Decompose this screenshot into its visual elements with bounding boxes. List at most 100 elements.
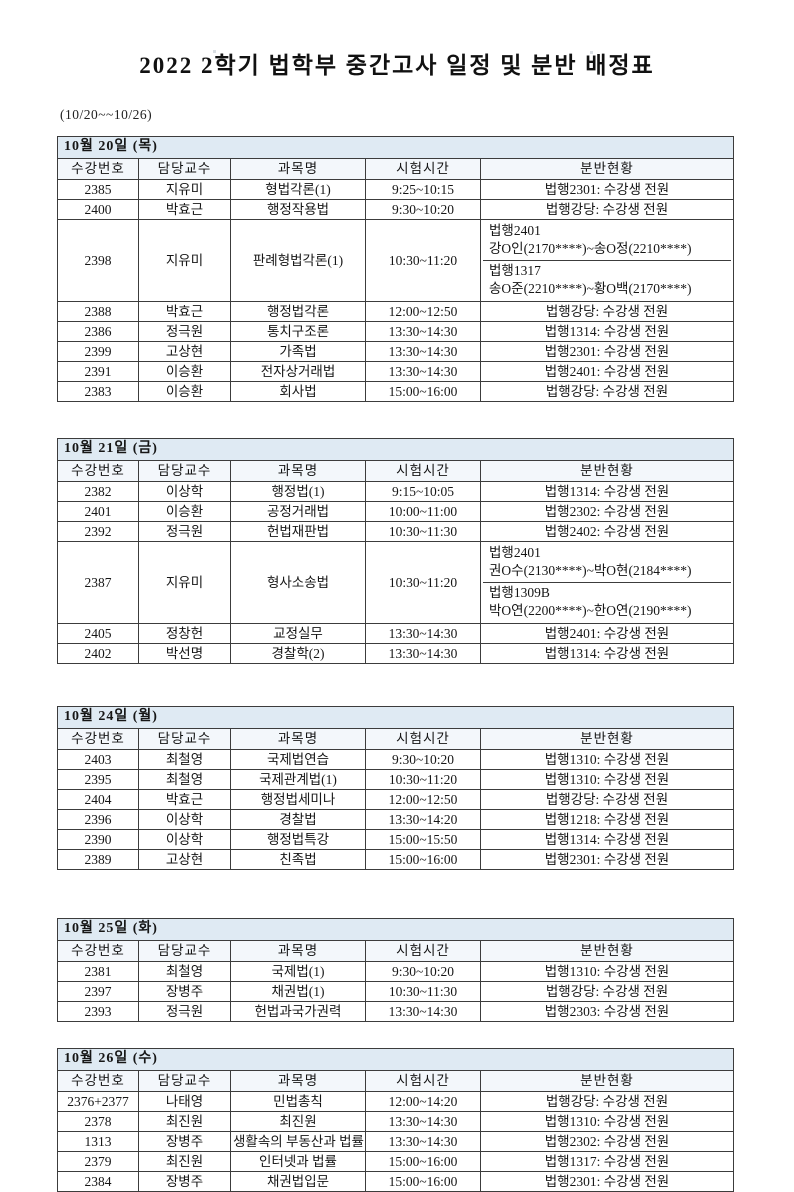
cell-assignment: 법행2302: 수강생 전원 xyxy=(480,501,734,522)
table-row: 2393 정극원 헌법과국가권력 13:30~14:30 법행2303: 수강생 전원 xyxy=(57,1001,734,1022)
table-row: 2405 정창헌 교정실무 13:30~14:30 법행2401: 수강생 전원 xyxy=(57,623,734,644)
cell-professor: 박선명 xyxy=(138,643,231,664)
schedule-tables-container: 10월 20일 (목) 수강번호 담당교수 과목명 시험시간 분반현황 2385 지유미 형법각… xyxy=(57,136,735,1192)
cell-course-code: 2376+2377 xyxy=(57,1091,139,1112)
table-header-row: 수강번호 담당교수 과목명 시험시간 분반현황 xyxy=(57,158,734,180)
table-row: 2389 고상현 친족법 15:00~16:00 법행2301: 수강생 전원 xyxy=(57,849,734,870)
table-row: 2396 이상학 경찰법 13:30~14:20 법행1218: 수강생 전원 xyxy=(57,809,734,830)
column-header: 시험시간 xyxy=(365,728,481,750)
assignment-subcell: 법행1317 송O준(2210****)~황O백(2170****) xyxy=(483,260,731,300)
cell-assignment: 법행1310: 수강생 전원 xyxy=(480,961,734,982)
cell-exam-time: 13:30~14:30 xyxy=(365,643,481,664)
table-row: 2397 장병주 채권법(1) 10:30~11:30 법행강당: 수강생 전원 xyxy=(57,981,734,1002)
table-row: 2386 정극원 통치구조론 13:30~14:30 법행1314: 수강생 전원 xyxy=(57,321,734,342)
column-header: 수강번호 xyxy=(57,728,139,750)
table-row: 2403 최철영 국제법연습 9:30~10:20 법행1310: 수강생 전원 xyxy=(57,749,734,770)
cell-subject: 국제법연습 xyxy=(230,749,366,770)
cell-exam-time: 10:30~11:30 xyxy=(365,521,481,542)
cell-course-code: 2402 xyxy=(57,643,139,664)
cell-exam-time: 9:25~10:15 xyxy=(365,179,481,200)
cell-assignment: 법행1314: 수강생 전원 xyxy=(480,643,734,664)
cell-course-code: 2401 xyxy=(57,501,139,522)
table-row: 2382 이상학 행정법(1) 9:15~10:05 법행1314: 수강생 전원 xyxy=(57,481,734,502)
table-date-row: 10월 24일 (월) xyxy=(57,706,734,729)
cell-exam-time: 9:30~10:20 xyxy=(365,961,481,982)
column-header: 과목명 xyxy=(230,158,366,180)
cell-subject: 생활속의 부동산과 법률 xyxy=(230,1131,366,1152)
cell-assignment: 법행1218: 수강생 전원 xyxy=(480,809,734,830)
cell-assignment: 법행1310: 수강생 전원 xyxy=(480,749,734,770)
cell-exam-time: 9:30~10:20 xyxy=(365,749,481,770)
cell-subject: 친족법 xyxy=(230,849,366,870)
cell-course-code: 2400 xyxy=(57,199,139,220)
cell-exam-time: 12:00~14:20 xyxy=(365,1091,481,1112)
assignment-room: 법행1309B xyxy=(489,585,550,600)
cell-course-code: 2381 xyxy=(57,961,139,982)
schedule-table: 10월 21일 (금) 수강번호 담당교수 과목명 시험시간 분반현황 2382 이상학 행정법… xyxy=(57,438,734,664)
cell-course-code: 2390 xyxy=(57,829,139,850)
cell-subject: 헌법과국가권력 xyxy=(230,1001,366,1022)
column-header: 분반현황 xyxy=(480,940,734,962)
cell-professor: 장병주 xyxy=(138,1171,231,1192)
table-row: 2379 최진원 인터넷과 법률 15:00~16:00 법행1317: 수강생 전원 xyxy=(57,1151,734,1172)
cell-course-code: 2397 xyxy=(57,981,139,1002)
column-header: 수강번호 xyxy=(57,158,139,180)
cell-exam-time: 15:00~16:00 xyxy=(365,1151,481,1172)
cell-subject: 채권법(1) xyxy=(230,981,366,1002)
cell-subject: 국제법(1) xyxy=(230,961,366,982)
cell-professor: 이상학 xyxy=(138,809,231,830)
cell-professor: 지유미 xyxy=(138,219,231,302)
date-range-label: (10/20~~10/26) xyxy=(60,107,153,122)
table-row: 2383 이승환 회사법 15:00~16:00 법행강당: 수강생 전원 xyxy=(57,381,734,402)
schedule-table: 10월 25일 (화) 수강번호 담당교수 과목명 시험시간 분반현황 2381 최철영 국제법… xyxy=(57,918,734,1022)
cell-subject: 경찰학(2) xyxy=(230,643,366,664)
cell-subject: 민법총칙 xyxy=(230,1091,366,1112)
cell-exam-time: 15:00~16:00 xyxy=(365,849,481,870)
cell-exam-time: 13:30~14:30 xyxy=(365,361,481,382)
column-header: 시험시간 xyxy=(365,158,481,180)
cell-exam-time: 13:30~14:30 xyxy=(365,1001,481,1022)
cell-subject: 행정법특강 xyxy=(230,829,366,850)
table-header-row: 수강번호 담당교수 과목명 시험시간 분반현황 xyxy=(57,940,734,962)
cell-exam-time: 10:30~11:20 xyxy=(365,769,481,790)
cell-course-code: 2404 xyxy=(57,789,139,810)
assignment-range: 권O수(2130****)~박O현(2184****) xyxy=(489,563,692,578)
cell-subject: 통치구조론 xyxy=(230,321,366,342)
cell-assignment: 법행2402: 수강생 전원 xyxy=(480,521,734,542)
assignment-subcell: 법행1309B 박O연(2200****)~한O연(2190****) xyxy=(483,582,731,622)
table-row: 2388 박효근 행정법각론 12:00~12:50 법행강당: 수강생 전원 xyxy=(57,301,734,322)
cell-exam-time: 15:00~16:00 xyxy=(365,1171,481,1192)
cell-professor: 장병주 xyxy=(138,981,231,1002)
column-header: 분반현황 xyxy=(480,1070,734,1092)
table-row: 2400 박효근 행정작용법 9:30~10:20 법행강당: 수강생 전원 xyxy=(57,199,734,220)
column-header: 수강번호 xyxy=(57,460,139,482)
cell-course-code: 2386 xyxy=(57,321,139,342)
cell-course-code: 1313 xyxy=(57,1131,139,1152)
table-date-row: 10월 25일 (화) xyxy=(57,918,734,941)
cell-course-code: 2398 xyxy=(57,219,139,302)
cell-professor: 최철영 xyxy=(138,749,231,770)
cell-subject: 헌법재판법 xyxy=(230,521,366,542)
column-header: 시험시간 xyxy=(365,460,481,482)
table-row: 2385 지유미 형법각론(1) 9:25~10:15 법행2301: 수강생 전원 xyxy=(57,179,734,200)
table-row: 2398 지유미 판례형법각론(1) 10:30~11:20 법행2401 강O인(217… xyxy=(57,219,734,302)
cell-exam-time: 10:30~11:20 xyxy=(365,541,481,624)
cell-subject: 국제관계법(1) xyxy=(230,769,366,790)
cell-assignment: 법행강당: 수강생 전원 xyxy=(480,301,734,322)
column-header: 담당교수 xyxy=(138,940,231,962)
cell-subject: 행정법세미나 xyxy=(230,789,366,810)
column-header: 담당교수 xyxy=(138,728,231,750)
cell-subject: 형법각론(1) xyxy=(230,179,366,200)
cell-professor: 정창헌 xyxy=(138,623,231,644)
cell-professor: 고상현 xyxy=(138,849,231,870)
cell-professor: 나태영 xyxy=(138,1091,231,1112)
cell-professor: 장병주 xyxy=(138,1131,231,1152)
cell-exam-time: 15:00~16:00 xyxy=(365,381,481,402)
cell-course-code: 2384 xyxy=(57,1171,139,1192)
column-header: 과목명 xyxy=(230,728,366,750)
cell-subject: 채권법입문 xyxy=(230,1171,366,1192)
cell-assignment: 법행1314: 수강생 전원 xyxy=(480,481,734,502)
cell-exam-time: 13:30~14:30 xyxy=(365,321,481,342)
cell-assignment: 법행1317: 수강생 전원 xyxy=(480,1151,734,1172)
cell-subject: 교정실무 xyxy=(230,623,366,644)
